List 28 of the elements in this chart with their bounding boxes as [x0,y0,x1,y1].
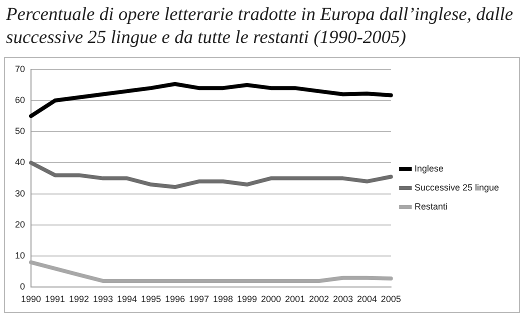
x-tick-label: 2005 [380,294,401,304]
x-tick-label: 1991 [44,294,66,304]
x-tick-label: 1999 [236,294,257,304]
x-tick-label: 1992 [68,294,90,304]
chart-title: Percentuale di opere letterarie tradotte in Europa dall’inglese, dalle successive 25 lingue e da tutte le restanti (1990-2005) [6,4,514,50]
x-tick-label: 1990 [20,294,42,304]
x-tick-label: 1996 [164,294,185,304]
x-tick-label: 1998 [212,294,233,304]
x-tick-label: 2004 [356,294,377,304]
x-tick-label: 1995 [140,294,162,304]
x-tick-label: 2003 [332,294,353,304]
y-tick-label: 40 [14,157,26,168]
y-tick-label: 50 [14,126,26,136]
legend-label: Restanti [414,201,448,212]
x-tick-label: 1994 [116,294,138,304]
y-tick-label: 70 [14,64,26,74]
x-tick-label: 2002 [308,294,329,304]
x-tick-label: 1993 [92,294,114,304]
y-tick-label: 60 [14,95,26,105]
legend-label: Inglese [414,163,444,174]
x-tick-label: 2000 [260,294,281,304]
y-tick-label: 0 [20,282,26,292]
y-tick-label: 20 [14,219,26,230]
x-tick-label: 1997 [188,294,209,304]
y-tick-label: 30 [14,188,26,198]
legend-label: Successive 25 lingue [414,182,500,192]
y-tick-label: 10 [14,250,26,261]
x-tick-label: 2001 [284,294,305,304]
